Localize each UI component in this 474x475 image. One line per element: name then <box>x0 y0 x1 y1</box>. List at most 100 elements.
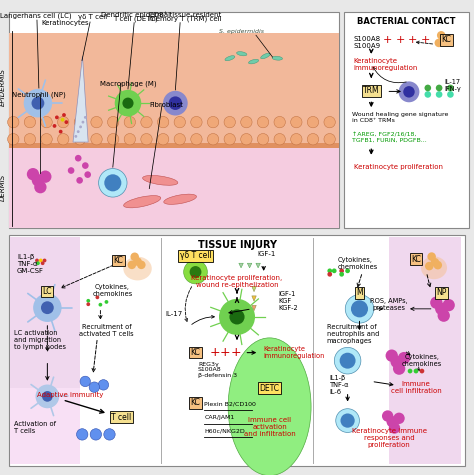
Circle shape <box>55 115 59 119</box>
Circle shape <box>43 258 46 262</box>
Text: LC activation
and migration
to lymph nodes: LC activation and migration to lymph nod… <box>14 330 66 350</box>
Circle shape <box>90 429 101 440</box>
Circle shape <box>64 120 68 124</box>
Circle shape <box>386 416 398 428</box>
Polygon shape <box>252 286 256 292</box>
Text: KC: KC <box>191 348 201 357</box>
Circle shape <box>443 299 455 311</box>
Polygon shape <box>256 263 260 268</box>
Circle shape <box>334 347 361 374</box>
Circle shape <box>27 168 39 180</box>
Circle shape <box>191 133 202 145</box>
Circle shape <box>59 130 63 133</box>
Text: +: + <box>420 35 430 45</box>
Text: KC: KC <box>442 36 452 45</box>
Text: +: + <box>408 35 418 45</box>
Circle shape <box>191 116 202 128</box>
Text: Plexin B2/CD100: Plexin B2/CD100 <box>204 402 256 407</box>
Circle shape <box>74 135 77 138</box>
Circle shape <box>332 268 337 273</box>
Text: KC: KC <box>411 255 421 264</box>
Circle shape <box>57 133 69 145</box>
Circle shape <box>435 303 447 315</box>
Circle shape <box>115 90 141 116</box>
Circle shape <box>430 296 443 309</box>
Circle shape <box>345 268 350 273</box>
Circle shape <box>79 125 82 128</box>
Text: S. epidermidis: S. epidermidis <box>219 29 264 35</box>
Circle shape <box>31 97 45 110</box>
Circle shape <box>447 91 454 98</box>
FancyBboxPatch shape <box>9 143 339 149</box>
Circle shape <box>190 266 201 278</box>
Circle shape <box>33 294 62 322</box>
Text: ROS, AMPs,
proteases: ROS, AMPs, proteases <box>370 298 408 311</box>
Circle shape <box>141 116 152 128</box>
Circle shape <box>84 116 87 119</box>
FancyBboxPatch shape <box>9 33 339 146</box>
Text: +: + <box>230 346 241 359</box>
Text: IL-17
IFN-γ: IL-17 IFN-γ <box>444 79 461 92</box>
Circle shape <box>437 31 446 39</box>
Circle shape <box>385 350 398 362</box>
Circle shape <box>336 408 359 432</box>
Circle shape <box>438 310 450 322</box>
Circle shape <box>24 89 52 117</box>
Text: CAR/JAM1: CAR/JAM1 <box>204 415 235 420</box>
Text: Wound healing gene signature
in CD8⁺ TRMs: Wound healing gene signature in CD8⁺ TRM… <box>353 113 449 123</box>
Text: Keratinocyte proliferation: Keratinocyte proliferation <box>354 164 443 171</box>
Circle shape <box>183 260 207 284</box>
Circle shape <box>328 272 332 276</box>
Circle shape <box>98 380 109 390</box>
Text: LC: LC <box>43 287 52 296</box>
Circle shape <box>428 252 436 261</box>
Circle shape <box>91 116 102 128</box>
Circle shape <box>75 155 82 162</box>
Circle shape <box>241 133 252 145</box>
Text: H60c/NKG2D: H60c/NKG2D <box>204 428 245 434</box>
Circle shape <box>425 91 431 98</box>
Ellipse shape <box>164 194 197 204</box>
Text: +: + <box>220 346 230 359</box>
Circle shape <box>328 268 332 273</box>
Circle shape <box>74 133 86 145</box>
Circle shape <box>408 369 412 373</box>
Text: CD8⁺ tissue-resident: CD8⁺ tissue-resident <box>149 11 221 18</box>
Circle shape <box>41 301 54 314</box>
Ellipse shape <box>228 338 311 475</box>
Circle shape <box>157 133 169 145</box>
Circle shape <box>389 422 400 434</box>
Circle shape <box>419 369 424 373</box>
Text: Keratinocyte
immunoregulation: Keratinocyte immunoregulation <box>354 57 418 71</box>
Circle shape <box>345 294 374 323</box>
Circle shape <box>324 133 335 145</box>
Circle shape <box>440 36 449 44</box>
Ellipse shape <box>124 196 161 208</box>
Text: Keratinocytes: Keratinocytes <box>42 20 89 26</box>
Text: ↑AREG, FGF2/16/18,
TGFB1, FURIN, PDGFB...: ↑AREG, FGF2/16/18, TGFB1, FURIN, PDGFB..… <box>353 132 427 142</box>
Circle shape <box>291 116 302 128</box>
Circle shape <box>425 85 431 91</box>
Text: Cytokines,
chemokines: Cytokines, chemokines <box>402 354 442 367</box>
Ellipse shape <box>261 53 270 59</box>
Text: NP: NP <box>436 288 447 297</box>
Circle shape <box>274 116 285 128</box>
Text: EPIDERMIS: EPIDERMIS <box>0 68 6 106</box>
Circle shape <box>174 133 185 145</box>
Circle shape <box>128 261 136 269</box>
Circle shape <box>414 369 419 373</box>
Circle shape <box>257 116 269 128</box>
Circle shape <box>436 91 442 98</box>
Polygon shape <box>252 305 256 311</box>
Circle shape <box>340 353 356 369</box>
Text: BACTERIAL CONTACT: BACTERIAL CONTACT <box>357 17 456 26</box>
Text: memory T (TRM) cell: memory T (TRM) cell <box>148 15 221 21</box>
Circle shape <box>229 309 245 324</box>
Text: +: + <box>395 35 405 45</box>
Text: KC: KC <box>191 399 201 408</box>
Circle shape <box>62 113 66 117</box>
Text: Immune cell
activation
and infiltration: Immune cell activation and infiltration <box>244 418 295 437</box>
Text: Keratinocyte proliferation,
wound re-epithelization: Keratinocyte proliferation, wound re-epi… <box>191 275 283 288</box>
Text: IL1-β
TNF-α
GM-CSF: IL1-β TNF-α GM-CSF <box>17 254 44 274</box>
Circle shape <box>163 91 188 115</box>
